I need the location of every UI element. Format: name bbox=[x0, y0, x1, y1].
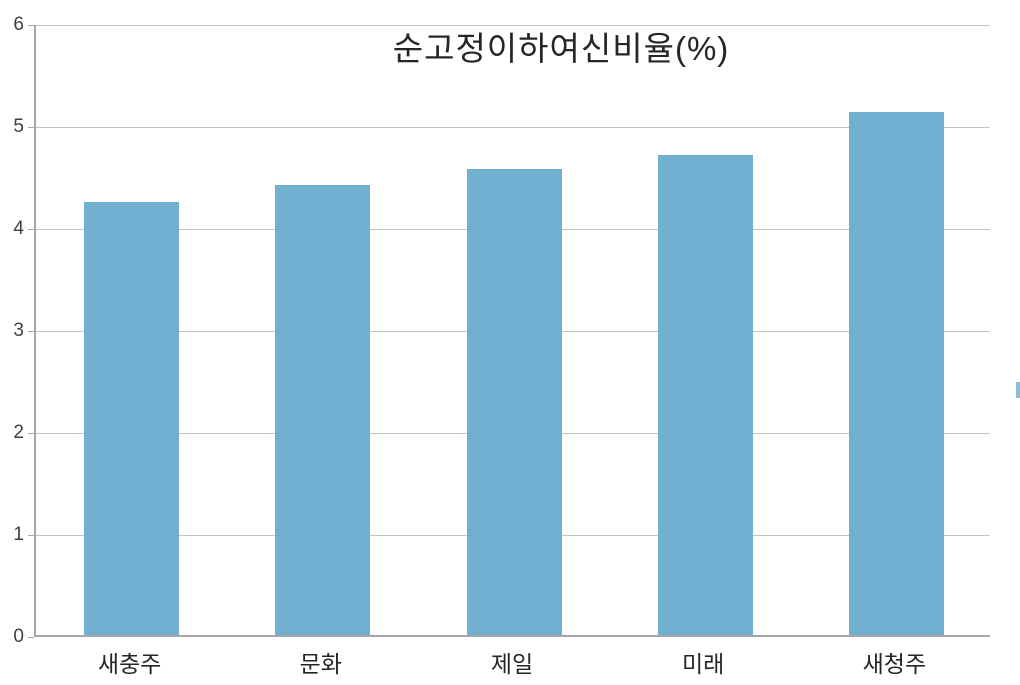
y-axis-label: 3 bbox=[13, 320, 24, 341]
y-axis-tick bbox=[28, 25, 34, 26]
chart-bar bbox=[275, 185, 371, 635]
y-axis-label: 4 bbox=[13, 218, 24, 239]
x-axis-label: 새청주 bbox=[862, 651, 927, 677]
y-axis-tick bbox=[28, 229, 34, 230]
y-axis-label: 5 bbox=[13, 116, 24, 137]
gridline-y-5 bbox=[36, 127, 990, 128]
y-axis-label: 6 bbox=[13, 14, 24, 35]
x-axis-label: 새충주 bbox=[97, 651, 162, 677]
chart-bar bbox=[84, 201, 180, 635]
chart-title: 순고정이하여신비율(%) bbox=[392, 30, 730, 67]
legend-marker-clipped bbox=[1016, 382, 1020, 398]
chart-bar bbox=[466, 168, 562, 635]
y-axis-label: 2 bbox=[13, 422, 24, 443]
plot-area bbox=[34, 25, 990, 637]
y-axis-tick bbox=[28, 637, 34, 638]
y-axis-label: 1 bbox=[13, 524, 24, 545]
y-axis-tick bbox=[28, 331, 34, 332]
y-axis-tick bbox=[28, 433, 34, 434]
chart-bar bbox=[657, 154, 753, 635]
y-axis-tick bbox=[28, 127, 34, 128]
chart-bar bbox=[848, 111, 944, 635]
x-axis-label: 미래 bbox=[682, 651, 725, 677]
y-axis-label: 0 bbox=[13, 626, 24, 647]
x-axis-label: 제일 bbox=[490, 651, 534, 677]
y-axis-tick bbox=[28, 535, 34, 536]
gridline-y-6 bbox=[36, 25, 990, 26]
x-axis-label: 문화 bbox=[299, 651, 342, 677]
